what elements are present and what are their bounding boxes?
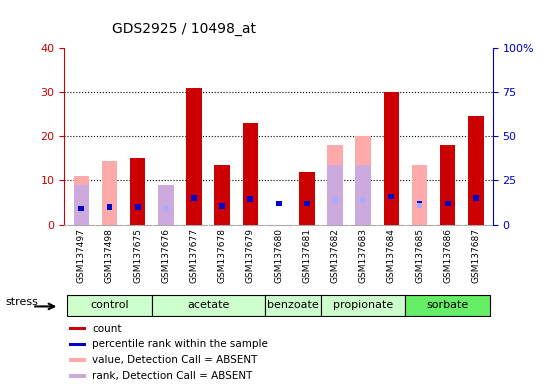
Bar: [242, 161, 258, 225]
Bar: [356, 136, 371, 225]
Bar: [389, 194, 394, 199]
Bar: [214, 165, 230, 225]
Bar: [412, 165, 427, 225]
Bar: [332, 197, 338, 203]
Bar: [384, 92, 399, 225]
Bar: [163, 206, 169, 212]
Text: acetate: acetate: [187, 300, 230, 310]
Bar: [102, 161, 117, 225]
Bar: [473, 195, 479, 201]
Bar: [242, 163, 258, 225]
Text: sorbate: sorbate: [427, 300, 469, 310]
Text: GSM137497: GSM137497: [77, 228, 86, 283]
Text: GSM137682: GSM137682: [330, 228, 339, 283]
Bar: [264, 295, 321, 316]
Bar: [152, 295, 264, 316]
Bar: [186, 88, 202, 225]
Text: GSM137686: GSM137686: [443, 228, 452, 283]
Bar: [67, 295, 152, 316]
Bar: [106, 204, 113, 210]
Text: GSM137677: GSM137677: [189, 228, 199, 283]
Text: GSM137687: GSM137687: [472, 228, 480, 283]
Bar: [327, 165, 343, 225]
Text: GSM137679: GSM137679: [246, 228, 255, 283]
Text: control: control: [90, 300, 129, 310]
Text: GSM137683: GSM137683: [358, 228, 368, 283]
Bar: [73, 185, 89, 225]
Bar: [276, 201, 282, 206]
Text: GDS2925 / 10498_at: GDS2925 / 10498_at: [112, 22, 256, 36]
Text: count: count: [92, 324, 122, 334]
Bar: [304, 201, 310, 206]
Text: GSM137675: GSM137675: [133, 228, 142, 283]
Bar: [220, 204, 225, 209]
Text: GSM137680: GSM137680: [274, 228, 283, 283]
Bar: [158, 198, 174, 225]
Bar: [69, 359, 86, 362]
Bar: [73, 176, 89, 225]
Text: stress: stress: [5, 297, 38, 307]
Bar: [405, 295, 490, 316]
Bar: [417, 203, 422, 208]
Bar: [248, 196, 253, 202]
Bar: [242, 123, 258, 225]
Text: GSM137498: GSM137498: [105, 228, 114, 283]
Text: value, Detection Call = ABSENT: value, Detection Call = ABSENT: [92, 355, 258, 365]
Bar: [468, 116, 484, 225]
Bar: [135, 204, 141, 210]
Bar: [69, 327, 86, 330]
Bar: [356, 165, 371, 225]
Text: benzoate: benzoate: [267, 300, 319, 310]
Bar: [440, 145, 455, 225]
Bar: [321, 295, 405, 316]
Text: GSM137685: GSM137685: [415, 228, 424, 283]
Text: propionate: propionate: [333, 300, 393, 310]
Bar: [445, 201, 451, 206]
Text: rank, Detection Call = ABSENT: rank, Detection Call = ABSENT: [92, 371, 253, 381]
Bar: [69, 374, 86, 378]
Bar: [130, 159, 146, 225]
Bar: [299, 172, 315, 225]
Bar: [158, 185, 174, 225]
Bar: [69, 343, 86, 346]
Bar: [417, 201, 422, 206]
Bar: [191, 195, 197, 201]
Text: GSM137678: GSM137678: [218, 228, 227, 283]
Text: GSM137684: GSM137684: [387, 228, 396, 283]
Bar: [360, 197, 366, 203]
Text: GSM137676: GSM137676: [161, 228, 170, 283]
Bar: [78, 206, 84, 212]
Bar: [327, 145, 343, 225]
Text: percentile rank within the sample: percentile rank within the sample: [92, 339, 268, 349]
Text: GSM137681: GSM137681: [302, 228, 311, 283]
